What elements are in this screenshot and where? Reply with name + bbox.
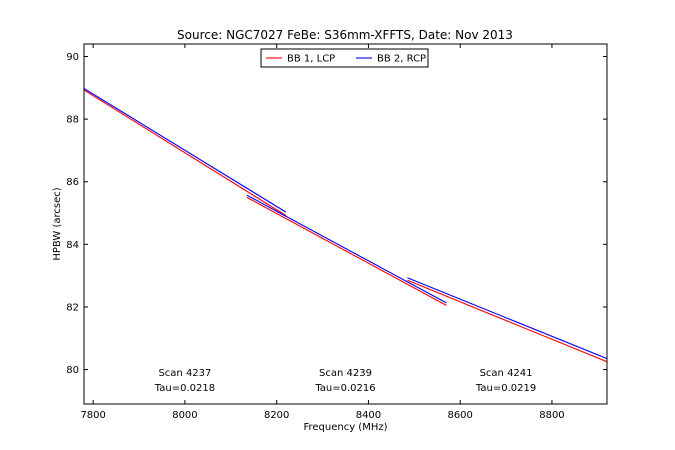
y-tick-label: 90 [66, 52, 79, 63]
plot-frame [83, 43, 608, 405]
x-tick-label: 8400 [356, 410, 381, 421]
scan-annotation-1-line-2: Tau=0.0218 [154, 383, 215, 394]
scan-annotation-3-line-1: Scan 4241 [480, 368, 533, 379]
series-2-line-segment-2 [246, 194, 447, 304]
y-tick-label: 82 [66, 302, 79, 313]
y-axis-label: HPBW (arcsec) [52, 187, 63, 260]
scan-annotations: Scan 4237 Tau=0.0218 Scan 4239 Tau=0.0216 Sc… [154, 368, 536, 394]
series-1-line-segment-2 [246, 196, 447, 306]
series-1-line-segment-3 [407, 279, 607, 363]
scan-annotation-3-line-2: Tau=0.0219 [475, 383, 536, 394]
x-tick-label: 8200 [264, 410, 289, 421]
y-tick-label: 88 [66, 115, 79, 126]
series-2-line-segment-1 [84, 88, 287, 213]
plot-area [84, 88, 607, 363]
x-tick-label: 8000 [172, 410, 197, 421]
y-tick-label: 84 [66, 240, 79, 251]
chart-title: Source: NGC7027 FeBe: S36mm-XFFTS, Date:… [177, 28, 513, 42]
legend: BB 1, LCP BB 2, RCP [260, 48, 429, 68]
axis-ticks: 7800 8000 8200 8400 8600 8800 80 82 84 86 88 90 [66, 44, 607, 421]
series-1-line-segment-1 [84, 89, 287, 216]
x-tick-label: 7800 [80, 410, 105, 421]
scan-annotation-2-line-1: Scan 4239 [319, 368, 372, 379]
scan-annotation-1-line-1: Scan 4237 [158, 368, 211, 379]
x-tick-label: 8600 [447, 410, 472, 421]
series-2-line-segment-3 [407, 277, 607, 360]
y-tick-label: 86 [66, 177, 79, 188]
x-tick-label: 8800 [539, 410, 564, 421]
y-tick-label: 80 [66, 365, 79, 376]
x-axis-label: Frequency (MHz) [303, 422, 387, 433]
scan-annotation-2-line-2: Tau=0.0216 [314, 383, 375, 394]
legend-box [260, 48, 429, 68]
legend-label-2: BB 2, RCP [377, 54, 426, 65]
legend-label-1: BB 1, LCP [287, 54, 335, 65]
